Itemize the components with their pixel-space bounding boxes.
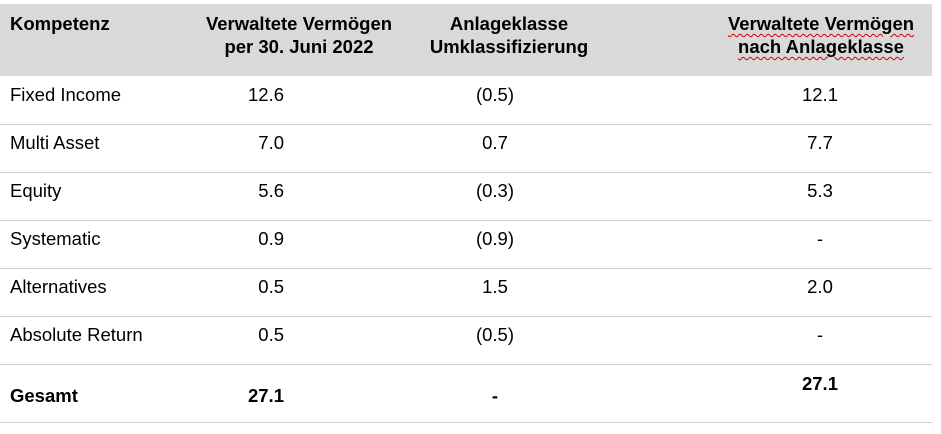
row-reclass: (0.3) xyxy=(475,180,515,201)
header-aum-line1: Verwaltete Vermögen xyxy=(205,13,393,34)
row-reclass: 0.7 xyxy=(482,132,508,153)
row-aum-by-class: 7.7 xyxy=(807,132,833,153)
row-aum-by-class: - xyxy=(816,228,824,249)
row-name: Absolute Return xyxy=(10,324,143,345)
header-reclass-line2: Umklassifizierung xyxy=(429,36,589,57)
table-bottom-border xyxy=(0,422,932,423)
row-name: Systematic xyxy=(10,228,101,249)
row-aum: 0.5 xyxy=(258,276,284,297)
row-aum: 7.0 xyxy=(258,132,284,153)
table-header xyxy=(0,4,932,76)
total-aum: 27.1 xyxy=(247,385,284,406)
row-name: Fixed Income xyxy=(10,84,122,105)
row-reclass: 1.5 xyxy=(482,276,508,297)
row-aum-by-class: 12.1 xyxy=(801,84,838,105)
row-reclass: (0.9) xyxy=(475,228,515,249)
row-aum-by-class: 2.0 xyxy=(807,276,833,297)
row-divider xyxy=(0,364,932,365)
header-kompetenz: Kompetenz xyxy=(10,13,110,34)
row-divider xyxy=(0,268,932,269)
row-aum: 0.9 xyxy=(258,228,284,249)
row-aum-by-class: - xyxy=(816,324,824,345)
total-reclass: - xyxy=(491,385,499,406)
row-divider xyxy=(0,172,932,173)
row-aum-by-class: 5.3 xyxy=(807,180,833,201)
total-aum-by-class: 27.1 xyxy=(801,373,838,394)
row-reclass: (0.5) xyxy=(475,84,515,105)
row-divider xyxy=(0,220,932,221)
header-aum-by-class-line2: nach Anlageklasse xyxy=(738,36,904,57)
row-name: Alternatives xyxy=(10,276,107,297)
row-aum: 5.6 xyxy=(258,180,284,201)
row-name: Multi Asset xyxy=(10,132,100,153)
row-aum: 0.5 xyxy=(258,324,284,345)
row-name: Equity xyxy=(10,180,62,201)
row-reclass: (0.5) xyxy=(475,324,515,345)
header-reclass-line1: Anlageklasse xyxy=(449,13,569,34)
row-divider xyxy=(0,124,932,125)
row-aum: 12.6 xyxy=(247,84,284,105)
header-aum-by-class-line1: Verwaltete Vermögen xyxy=(727,13,915,34)
row-divider xyxy=(0,316,932,317)
total-label: Gesamt xyxy=(10,385,78,406)
header-aum-line2: per 30. Juni 2022 xyxy=(224,36,374,57)
